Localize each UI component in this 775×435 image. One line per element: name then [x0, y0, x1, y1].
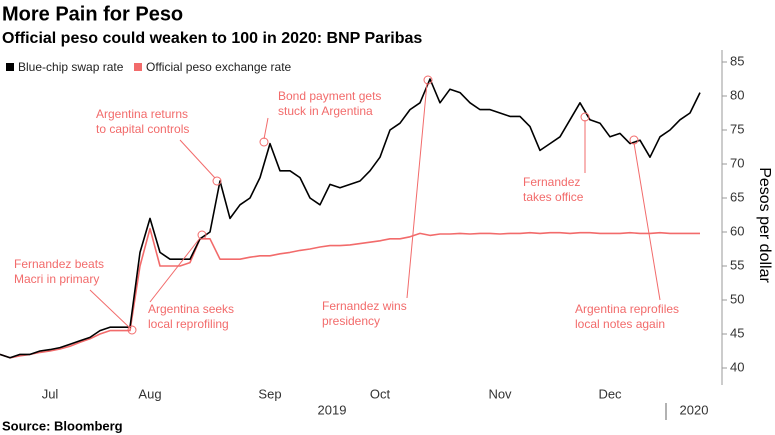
annotation-text: Fernandez beats: [14, 257, 104, 271]
series-line: [0, 78, 701, 359]
annotation-pointer: [263, 117, 269, 140]
legend-label: Official peso exchange rate: [146, 60, 292, 74]
annotation-text: presidency: [322, 314, 380, 328]
annotation-text: to capital controls: [96, 122, 189, 136]
legend-swatch: [6, 63, 14, 71]
y-axis-label: Pesos per dollar: [756, 167, 773, 283]
y-tick-label: 45: [730, 325, 744, 340]
x-tick-label: Aug: [138, 386, 161, 401]
legend-label: Blue-chip swap rate: [18, 60, 124, 74]
source: Source: Bloomberg: [2, 418, 123, 433]
annotation-text: Fernandez wins: [322, 299, 407, 313]
annotation-marker: [629, 135, 639, 145]
annotation-marker: [580, 112, 590, 122]
annotation-marker: [127, 325, 137, 335]
annotation-marker: [212, 176, 222, 186]
annotation-text: local reprofiling: [148, 317, 229, 331]
annotation-text: local notes again: [575, 317, 665, 331]
annotation-pointer: [89, 289, 132, 330]
y-tick-label: 85: [730, 53, 744, 68]
annotation-pointer: [149, 237, 201, 303]
annotation-marker: [197, 230, 207, 240]
x-tick-label: 2020: [680, 402, 709, 417]
annotation-text: Fernandez: [523, 175, 580, 189]
y-tick-label: 50: [730, 291, 744, 306]
annotation-marker: [423, 75, 433, 85]
annotation-text: Macri in primary: [14, 272, 99, 286]
annotation-text: Argentina reprofiles: [575, 302, 679, 316]
annotation-text: Argentina returns: [96, 107, 188, 121]
annotation-text: Bond payment gets: [278, 89, 381, 103]
y-tick-label: 40: [730, 359, 744, 374]
y-tick-label: 65: [730, 189, 744, 204]
y-tick-label: 75: [730, 121, 744, 136]
annotation-marker: [259, 137, 269, 147]
annotation-text: takes office: [523, 190, 584, 204]
annotation-pointer: [633, 142, 661, 301]
x-tick-label: Dec: [598, 386, 622, 401]
chart-title: More Pain for Peso: [2, 3, 183, 25]
y-tick-label: 55: [730, 257, 744, 272]
x-tick-label: Jul: [42, 386, 59, 401]
annotation-pointer: [179, 139, 216, 179]
chart-subtitle: Official peso could weaken to 100 in 202…: [2, 30, 422, 47]
y-tick-label: 80: [730, 87, 744, 102]
y-tick-label: 60: [730, 223, 744, 238]
annotation-pointer: [406, 82, 428, 299]
series-line: [0, 227, 700, 359]
year-label: 2019: [318, 402, 347, 417]
legend-swatch: [134, 63, 142, 71]
annotation-text: Argentina seeks: [148, 302, 234, 316]
annotation-text: stuck in Argentina: [278, 104, 373, 118]
x-tick-label: Nov: [488, 386, 512, 401]
x-tick-label: Oct: [370, 386, 391, 401]
y-tick-label: 70: [730, 155, 744, 170]
x-tick-label: Sep: [258, 386, 281, 401]
